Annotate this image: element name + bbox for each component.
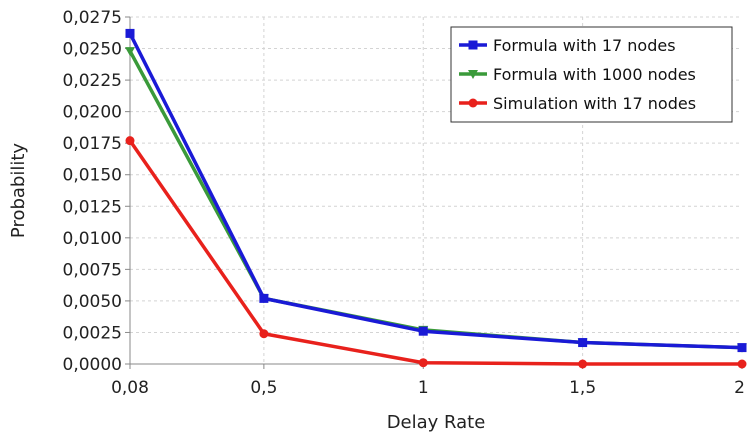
y-tick-label: 0,0050 [63,292,122,312]
y-tick-label: 0,0075 [63,260,122,280]
data-point [418,358,428,368]
y-tick-label: 0,0250 [63,40,122,60]
x-tick-label: 0,08 [111,378,149,398]
y-tick-label: 0,0275 [63,8,122,28]
x-tick-label: 2 [734,378,745,398]
series-formula-with-17-nodes [125,28,747,353]
data-point [125,136,135,146]
y-tick-label: 0,0200 [63,103,122,123]
y-tick-label: 0,0225 [63,71,122,91]
data-point [418,326,428,336]
data-point [578,338,588,348]
y-tick-label: 0,0125 [63,197,122,217]
x-tick-label: 0,5 [250,378,277,398]
data-point [737,343,747,353]
y-tick-label: 0,0025 [63,323,122,343]
legend-marker [468,98,478,108]
legend-box [450,26,733,123]
x-axis-ticks: 0,08 0,5 1 1,5 2 [111,364,745,398]
data-point [737,359,747,369]
legend-label: Formula with 17 nodes [493,36,676,55]
legend-label: Formula with 1000 nodes [493,65,696,84]
legend-marker [468,40,478,50]
x-tick-label: 1 [418,378,429,398]
legend: Formula with 17 nodes Formula with 1000 n… [450,26,733,123]
y-tick-label: 0,0100 [63,229,122,249]
y-axis-label: Probability [8,143,29,238]
data-point [125,47,135,57]
y-tick-label: 0,0175 [63,134,122,154]
legend-marker [468,70,478,79]
data-point [259,329,269,339]
x-axis-label: Delay Rate [387,412,486,433]
y-axis-ticks: 0,0000 0,0025 0,0050 0,0075 0,0100 0,0125 0,01… [63,8,130,375]
series-group [125,28,747,369]
series-simulation-with-17-nodes [125,136,747,369]
legend-entry: Simulation with 17 nodes [459,94,696,113]
legend-label: Simulation with 17 nodes [493,94,696,113]
legend-entry: Formula with 17 nodes [459,36,676,55]
x-tick-label: 1,5 [569,378,596,398]
y-tick-label: 0,0000 [63,355,122,375]
data-point [578,359,588,369]
legend-entry: Formula with 1000 nodes [459,65,696,84]
data-point [259,293,269,303]
y-tick-label: 0,0150 [63,166,122,186]
data-point [125,28,135,38]
